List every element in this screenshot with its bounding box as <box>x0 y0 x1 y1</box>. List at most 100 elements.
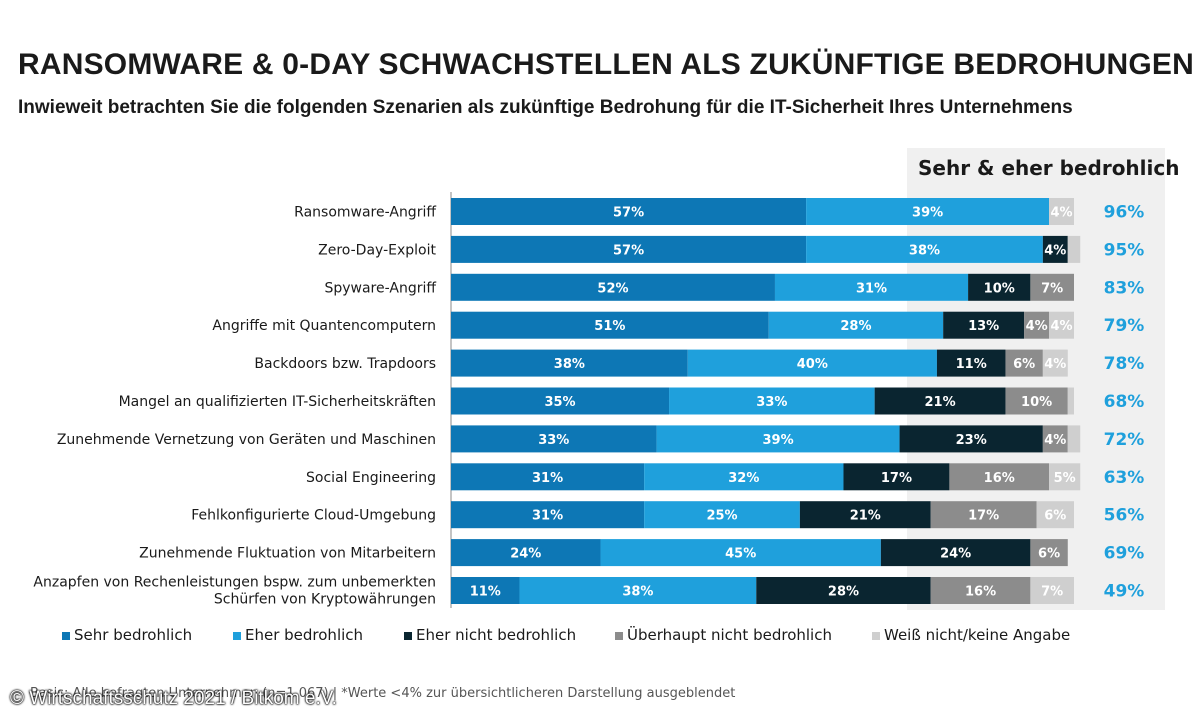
category-label: Zunehmende Fluktuation von Mitarbeitern <box>139 546 436 562</box>
data-label: 4% <box>1044 243 1066 258</box>
data-label: 31% <box>856 281 887 296</box>
data-label: 35% <box>544 395 575 410</box>
legend-swatch-eher <box>233 632 241 640</box>
bar-segment <box>451 273 775 301</box>
bar-segment <box>451 463 645 491</box>
category-label: Angriffe mit Quantencomputern <box>212 318 436 334</box>
data-label: 45% <box>725 547 756 562</box>
data-label: 51% <box>594 319 625 334</box>
legend-item-eher: Eher bedrohlich <box>233 626 363 644</box>
bar-segment <box>943 311 1025 339</box>
category-label: Mangel an qualifizierten IT-Sicherheitsk… <box>119 394 436 410</box>
data-label: 4% <box>1044 357 1066 372</box>
legend-label-eher-nicht: Eher nicht bedrohlich <box>416 626 577 644</box>
bar-segment <box>1049 198 1074 225</box>
bar-segment <box>930 501 1037 529</box>
bar-segment <box>968 273 1031 301</box>
category-label-line: Schürfen von Kryptowährungen <box>214 592 436 608</box>
bar-segment <box>451 539 601 567</box>
bar-segment <box>519 577 757 604</box>
data-label: 38% <box>554 357 585 372</box>
data-label: 33% <box>756 395 787 410</box>
legend-label-eher: Eher bedrohlich <box>245 626 364 644</box>
data-label: 6% <box>1013 357 1035 372</box>
bar-segment <box>1005 387 1068 415</box>
data-label: 24% <box>940 547 971 562</box>
data-label: 40% <box>797 357 828 372</box>
bar-segment <box>899 425 1043 453</box>
legend-swatch-eher-nicht <box>404 632 412 640</box>
legend-swatch-ueberhaupt-nicht <box>615 632 623 640</box>
bar-segment <box>644 501 800 529</box>
bar-segment <box>600 539 881 567</box>
summary-value: 78% <box>1104 354 1145 374</box>
bar-segment <box>756 577 931 604</box>
bar-segment <box>451 501 645 529</box>
data-label: 6% <box>1044 509 1066 524</box>
data-label: 52% <box>597 281 628 296</box>
bar-segment <box>1067 425 1081 453</box>
summary-value: 49% <box>1104 582 1145 602</box>
bar-segment <box>1036 501 1074 529</box>
summary-value: 69% <box>1104 544 1145 564</box>
bar-segment <box>806 198 1050 225</box>
bar-segment <box>1030 273 1074 301</box>
category-label: Zero-Day-Exploit <box>318 242 436 258</box>
data-label: 28% <box>840 319 871 334</box>
data-label: 39% <box>763 433 794 448</box>
bar-segment <box>880 539 1031 567</box>
chart-subtitle: Inwieweit betrachten Sie die folgenden S… <box>18 97 1073 118</box>
summary-value: 63% <box>1104 468 1145 488</box>
legend-item-sehr: Sehr bedrohlich <box>62 626 192 644</box>
bar-segment <box>936 349 1006 377</box>
chart-title: RANSOMWARE & 0-DAY SCHWACHSTELLEN ALS ZU… <box>18 48 1194 81</box>
summary-value: 68% <box>1104 392 1145 412</box>
data-label: 16% <box>984 471 1015 486</box>
bar-segment <box>949 463 1050 491</box>
data-label: 24% <box>510 547 541 562</box>
bar-segment <box>1049 311 1074 339</box>
bar-segment <box>1067 387 1074 415</box>
summary-value: 72% <box>1104 430 1145 450</box>
bar-segment <box>843 463 950 491</box>
summary-value: 83% <box>1104 278 1145 298</box>
data-label: 57% <box>613 206 644 221</box>
legend-label-sehr: Sehr bedrohlich <box>74 626 193 644</box>
data-label: 33% <box>538 433 569 448</box>
bar-segment <box>1024 311 1050 339</box>
data-label: 10% <box>1021 395 1052 410</box>
legend-label-ueberhaupt-nicht: Überhaupt nicht bedrohlich <box>627 626 832 644</box>
data-label: 4% <box>1044 433 1066 448</box>
bar-segment <box>451 577 520 604</box>
category-label: Zunehmende Vernetzung von Geräten und Ma… <box>57 432 436 448</box>
legend-label-weiss-nicht: Weiß nicht/keine Angabe <box>884 626 1071 644</box>
bar-segment <box>644 463 844 491</box>
bar-segment <box>806 235 1043 263</box>
bar-segment <box>774 273 969 301</box>
legend-item-ueberhaupt-nicht: Überhaupt nicht bedrohlich <box>615 626 832 644</box>
summary-header: Sehr & eher bedrohlich <box>918 156 1180 180</box>
bar-segment <box>1042 425 1068 453</box>
legend-swatch-weiss-nicht <box>872 632 880 640</box>
copyright-watermark: © Wirtschaftsschutz 2021 / Bitkom e.V. <box>10 688 337 709</box>
category-label: Backdoors bzw. Trapdoors <box>254 356 436 372</box>
footnote: Basis: Alle befragten Unternehmen (n=1.0… <box>30 686 736 701</box>
legend-item-eher-nicht: Eher nicht bedrohlich <box>404 626 576 644</box>
data-label: 5% <box>1054 471 1076 486</box>
category-label: Anzapfen von Rechenleistungen bspw. zum … <box>33 575 436 608</box>
data-label: 31% <box>532 509 563 524</box>
data-label: 11% <box>470 585 501 600</box>
summary-value: 56% <box>1104 506 1145 526</box>
data-label: 11% <box>956 357 987 372</box>
category-label-line: Anzapfen von Rechenleistungen bspw. zum … <box>33 575 436 591</box>
bar-segment <box>687 349 937 377</box>
bar-segment <box>669 387 875 415</box>
data-label: 57% <box>613 243 644 258</box>
data-label: 23% <box>956 433 987 448</box>
category-label: Spyware-Angriff <box>324 280 436 296</box>
data-label: 7% <box>1041 281 1063 296</box>
bar-segment <box>1042 235 1068 263</box>
bar-segment <box>799 501 931 529</box>
bar-segment <box>1049 463 1081 491</box>
